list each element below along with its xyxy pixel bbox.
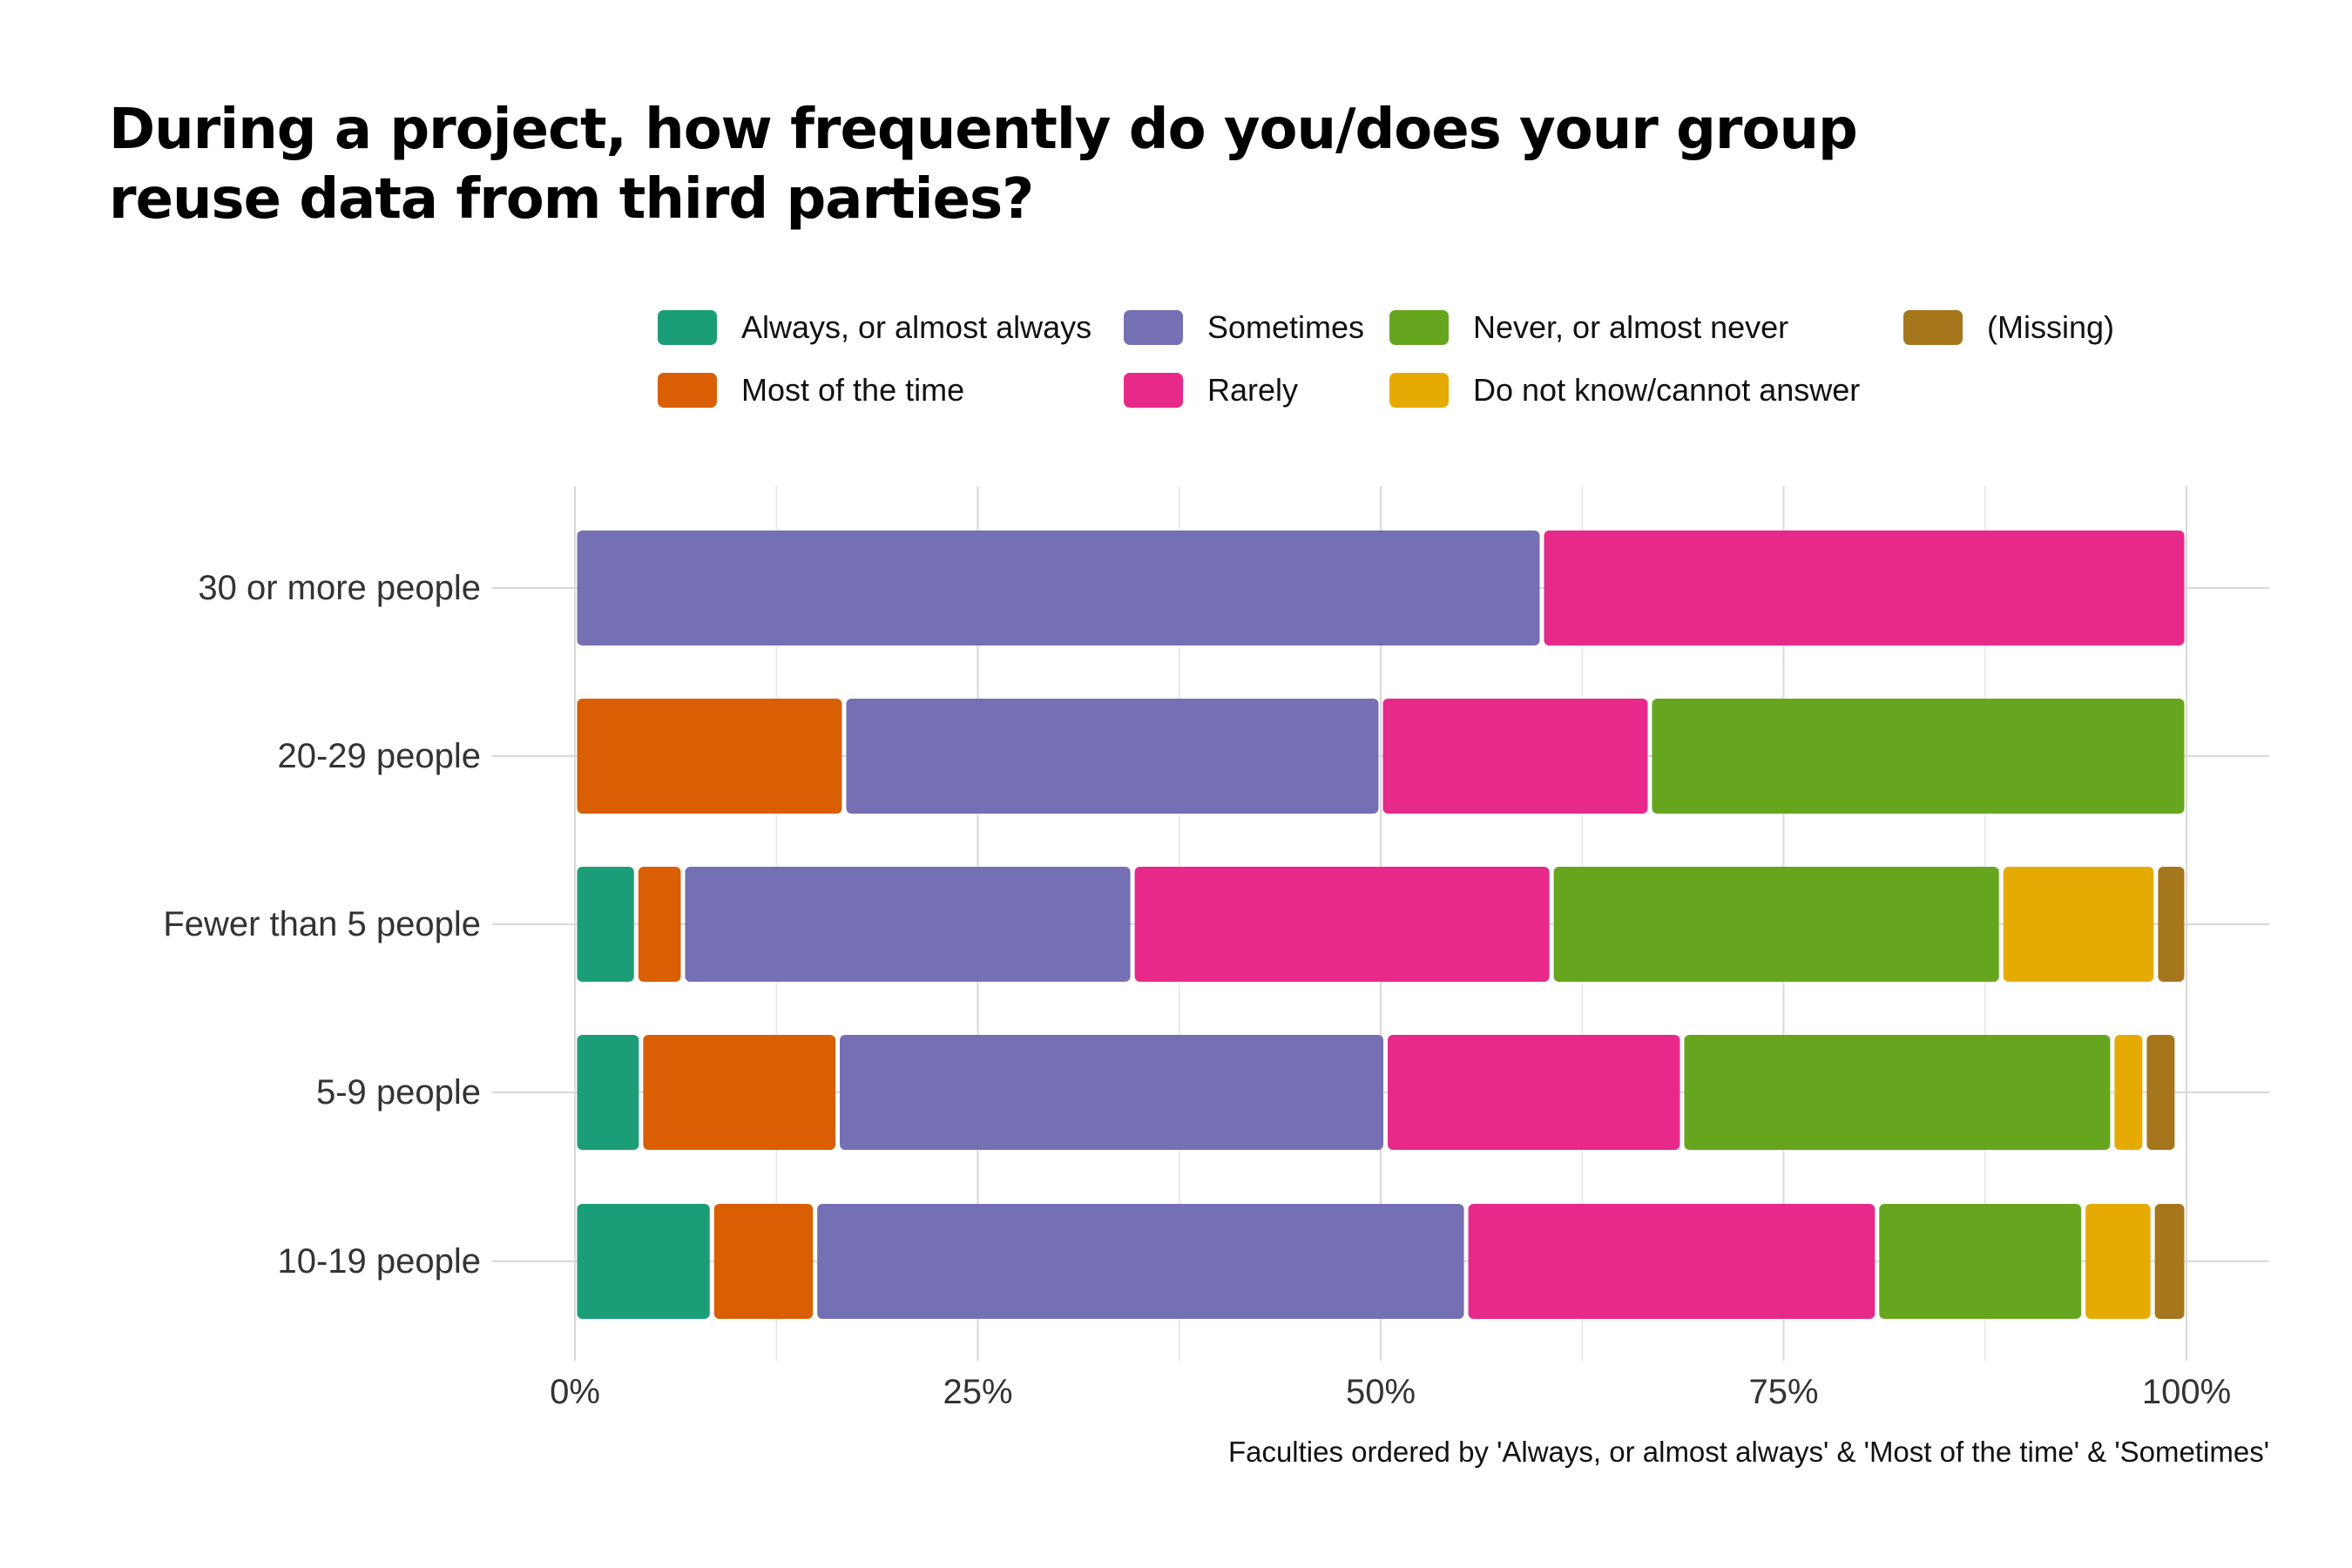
legend-item: Rarely (1124, 372, 1298, 409)
bar-segment (2146, 1035, 2175, 1150)
bar-segment (1382, 699, 1648, 814)
bar-segment (685, 867, 1131, 982)
bar-segment (1553, 867, 1999, 982)
legend-item: Never, or almost never (1389, 309, 1788, 346)
chart-caption: Faculties ordered by 'Always, or almost … (1227, 1436, 2269, 1468)
legend-swatch (658, 310, 717, 345)
bar-segment (1684, 1035, 2111, 1150)
legend-label: Always, or almost always (741, 309, 1092, 345)
bar-segment (577, 867, 634, 982)
bar-segment (1468, 1204, 1876, 1319)
legend-label: Most of the time (741, 372, 965, 408)
x-tick-label: 100% (2142, 1373, 2231, 1411)
legend-item: Sometimes (1124, 309, 1364, 346)
legend-label: Do not know/cannot answer (1473, 372, 1861, 408)
bar-segment (1544, 531, 2185, 645)
bar-segment (2154, 1204, 2185, 1319)
x-tick-label: 50% (1346, 1373, 1416, 1411)
x-tick-label: 0% (550, 1373, 600, 1411)
bar-segment (713, 1204, 814, 1319)
bar-segment (2158, 867, 2185, 982)
legend-label: Sometimes (1207, 309, 1365, 345)
bar-segment (1134, 867, 1550, 982)
bar-segment (577, 699, 842, 814)
x-tick-label: 25% (943, 1373, 1012, 1411)
bar-segment (846, 699, 1379, 814)
bar-segment (577, 1035, 639, 1150)
bar-segment (577, 1204, 710, 1319)
bar-segment (2114, 1035, 2143, 1150)
bar-segment (2003, 867, 2154, 982)
legend-item: Do not know/cannot answer (1389, 372, 1860, 409)
bar-segment (840, 1035, 1384, 1150)
bar-segment (1388, 1035, 1680, 1150)
bar-segment (817, 1204, 1464, 1319)
bar-segment (643, 1035, 836, 1150)
category-label: Fewer than 5 people (163, 905, 481, 943)
legend-item: Always, or almost always (658, 309, 1092, 346)
legend-swatch (658, 373, 717, 408)
legend-swatch (1124, 310, 1183, 345)
legend-swatch (1124, 373, 1183, 408)
legend-label: Never, or almost never (1473, 309, 1789, 345)
legend-label: Rarely (1207, 372, 1299, 408)
category-label: 10-19 people (277, 1242, 481, 1281)
chart-title-line-1: During a project, how frequently do you/… (109, 98, 1858, 162)
bar-segment (1652, 699, 2185, 814)
x-tick-label: 75% (1748, 1373, 1818, 1411)
bar-segment (2085, 1204, 2151, 1319)
bar-segment (638, 867, 681, 982)
bar-segment (577, 531, 1540, 645)
legend-item: (Missing) (1903, 309, 2114, 346)
legend-item: Most of the time (658, 372, 964, 409)
chart-title-line-2: reuse data from third parties? (109, 167, 1034, 232)
category-label: 5-9 people (316, 1073, 481, 1112)
category-label: 30 or more people (198, 569, 481, 607)
legend-swatch (1903, 310, 1963, 345)
category-label: 20-29 people (277, 737, 481, 775)
legend-swatch (1389, 310, 1449, 345)
legend-label: (Missing) (1987, 309, 2115, 345)
bar-segment (1879, 1204, 2082, 1319)
legend-swatch (1389, 373, 1449, 408)
